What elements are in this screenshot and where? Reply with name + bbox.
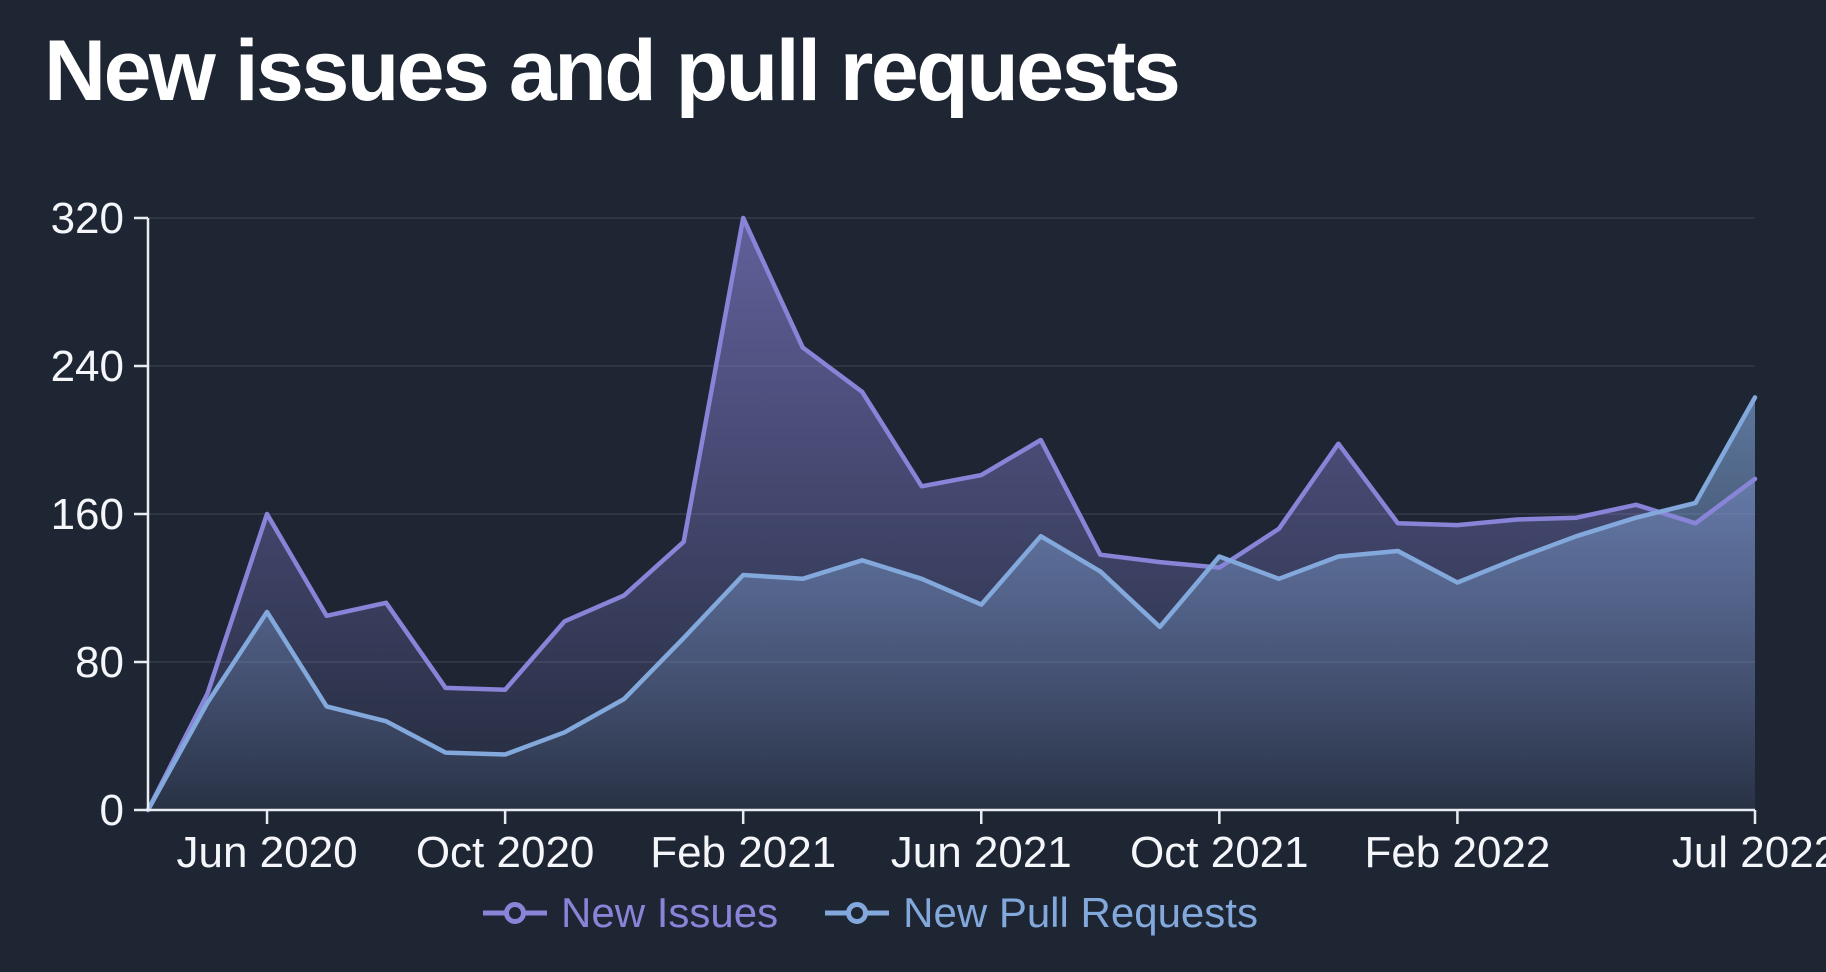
chart-legend: New Issues New Pull Requests	[0, 889, 1740, 937]
page-title: New issues and pull requests	[44, 23, 1181, 119]
line-new-issues[interactable]	[145, 215, 1758, 813]
legend-label: New Pull Requests	[903, 889, 1258, 936]
area-new-pull-requests	[148, 397, 1755, 810]
line-circle-marker-icon	[483, 902, 548, 924]
y-tick-label-0: 0	[100, 786, 124, 835]
line-new-pull-requests[interactable]	[145, 395, 1758, 813]
x-tick-label-1: Oct 2020	[416, 828, 595, 877]
x-tick-label-0: Jun 2020	[177, 828, 358, 877]
y-tick-label-320: 320	[51, 194, 124, 243]
y-tick-label-240: 240	[51, 342, 124, 391]
x-tick-label-5: Feb 2022	[1364, 828, 1550, 877]
legend-item-new-pull-requests[interactable]: New Pull Requests	[824, 889, 1258, 937]
x-tick-label-2: Feb 2021	[650, 828, 836, 877]
x-tick-label-3: Jun 2021	[891, 828, 1072, 877]
x-tick-label-6: Jul 2022	[1672, 828, 1826, 877]
legend-label: New Issues	[561, 889, 779, 936]
y-tick-label-80: 80	[75, 638, 124, 687]
legend-item-new-issues[interactable]: New Issues	[482, 889, 778, 937]
line-circle-marker-icon	[825, 902, 890, 924]
x-tick-label-4: Oct 2021	[1130, 828, 1309, 877]
y-tick-label-160: 160	[51, 490, 124, 539]
